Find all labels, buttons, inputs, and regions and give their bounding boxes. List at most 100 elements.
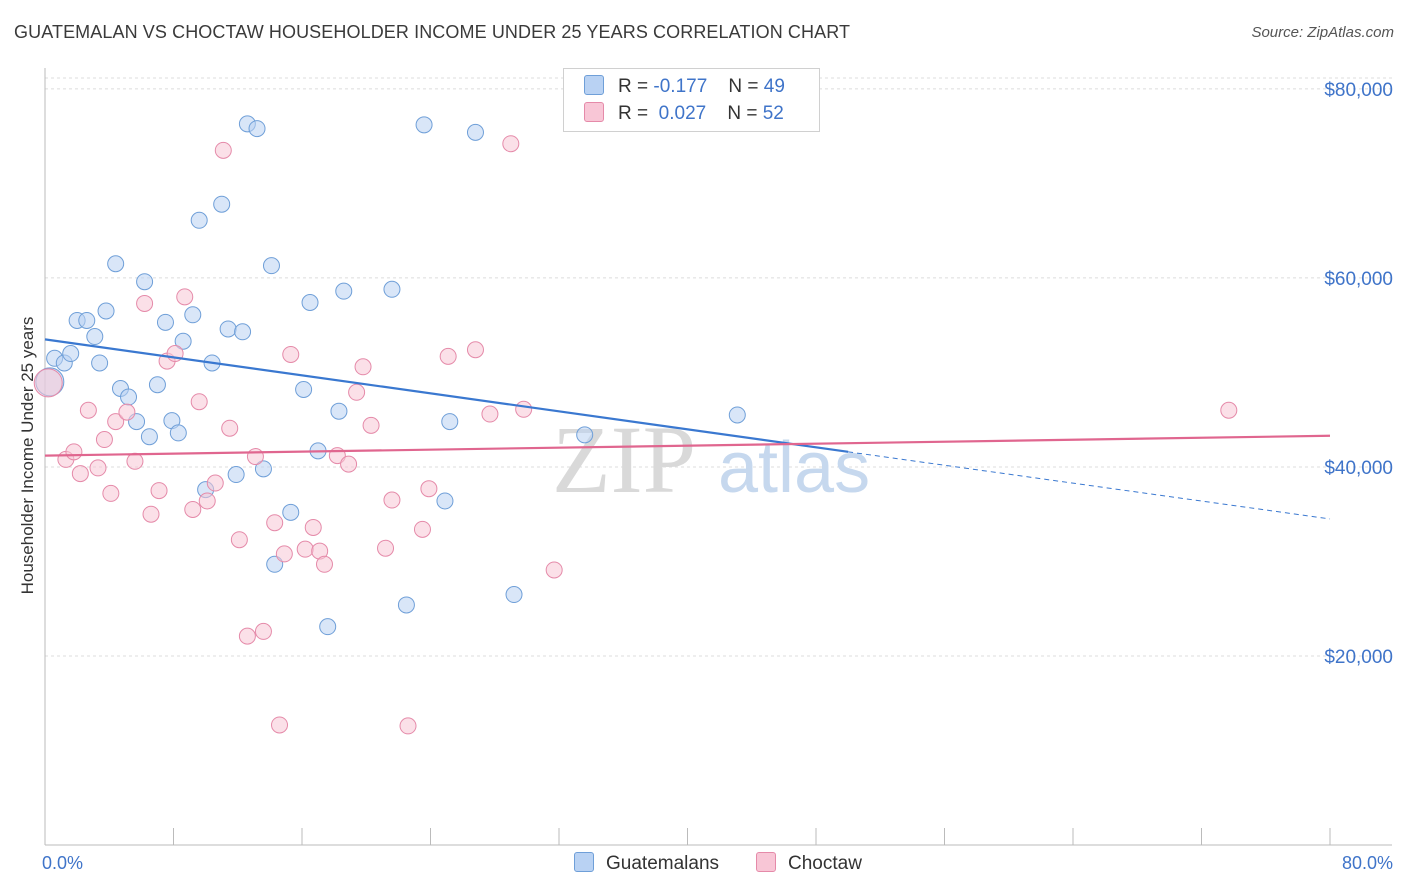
x-tick-label: 0.0%	[42, 853, 83, 873]
choctaw-trend-line	[44, 434, 1331, 457]
guatemalan-point	[91, 354, 109, 372]
choctaw-point	[102, 484, 120, 502]
pink-swatch-icon	[584, 102, 604, 122]
choctaw-point	[118, 403, 136, 421]
guatemalan-point	[184, 306, 202, 324]
choctaw-point	[348, 383, 366, 401]
choctaw-point	[126, 452, 144, 470]
choctaw-point	[184, 500, 202, 518]
pink-swatch-icon	[756, 852, 776, 872]
r-label: R =	[618, 76, 649, 97]
choctaw-point	[271, 716, 289, 734]
guatemalan-point	[107, 255, 125, 273]
choctaw-point	[340, 455, 358, 473]
guatemalan-point	[576, 426, 594, 444]
trend-lines	[44, 338, 1331, 520]
choctaw-point	[399, 717, 417, 735]
guatemalan-point	[436, 492, 454, 510]
choctaw-point	[71, 465, 89, 483]
r-value: 0.027	[658, 103, 707, 124]
guatemalan-point	[62, 345, 80, 363]
n-value: 49	[763, 76, 785, 97]
choctaw-point	[439, 347, 457, 365]
guatemalan-point	[136, 273, 154, 291]
choctaw-point	[198, 492, 216, 510]
watermark-atlas: atlas	[718, 428, 870, 508]
guatemalan-point	[254, 460, 272, 478]
correlation-legend: R = -0.177 N = 49 R = 0.027 N = 52	[563, 68, 820, 132]
choctaw-point	[502, 135, 520, 153]
choctaw-point	[354, 358, 372, 376]
n-label: N =	[728, 76, 759, 97]
choctaw-point	[95, 431, 113, 449]
watermark: ZIP atlas	[552, 406, 870, 513]
guatemalan-point	[140, 428, 158, 446]
choctaw-point	[176, 288, 194, 306]
choctaw-point	[254, 622, 272, 640]
choctaw-point	[206, 474, 224, 492]
choctaw-point	[377, 539, 395, 557]
choctaw-point	[315, 555, 333, 573]
guatemalan-point	[397, 596, 415, 614]
guatemalan-point	[248, 120, 266, 138]
choctaw-point	[515, 400, 533, 418]
choctaw-point	[362, 416, 380, 434]
guatemalan-point	[415, 116, 433, 134]
choctaw-point	[383, 491, 401, 509]
guatemalan-point	[262, 257, 280, 275]
guatemalan-point	[120, 388, 138, 406]
choctaw-point	[65, 443, 83, 461]
legend-label: Choctaw	[788, 853, 862, 874]
guatemalan-trend-line	[44, 338, 849, 453]
choctaw-point	[246, 448, 264, 466]
blue-swatch-icon	[574, 852, 594, 872]
x-tick-label: 80.0%	[1342, 853, 1393, 873]
choctaw-point	[266, 514, 284, 532]
y-tick-label: $40,000	[1324, 458, 1393, 479]
guatemalan-point	[190, 211, 208, 229]
guatemalan-point	[330, 402, 348, 420]
guatemalan-point	[282, 503, 300, 521]
guatemalan-point	[295, 380, 313, 398]
legend-row-guatemalans: R = -0.177 N = 49	[584, 75, 785, 99]
choctaw-point	[150, 482, 168, 500]
legend-row-choctaw: R = 0.027 N = 52	[584, 102, 784, 126]
y-axis-label: Householder Income Under 25 years	[18, 317, 37, 595]
data-points	[33, 115, 1238, 735]
legend-item-choctaw: Choctaw	[756, 852, 862, 875]
choctaw-point	[282, 345, 300, 363]
guatemalan-point	[78, 311, 96, 329]
choctaw-point	[296, 540, 314, 558]
guatemalan-point	[301, 294, 319, 311]
choctaw-point	[142, 505, 160, 523]
guatemalan-point	[148, 376, 166, 394]
choctaw-point	[107, 413, 125, 431]
y-tick-label: $60,000	[1324, 269, 1393, 290]
guatemalan-point	[97, 302, 115, 320]
choctaw-point	[214, 141, 232, 159]
r-label: R =	[618, 103, 649, 124]
tick-labels: $20,000 $40,000 $60,000 $80,000 0.0% 80.0% Hou…	[18, 80, 1393, 873]
guatemalan-point	[505, 586, 523, 604]
source-credit: Source: ZipAtlas.com	[1251, 24, 1394, 41]
guatemalan-point	[319, 618, 337, 636]
choctaw-point	[230, 531, 248, 549]
choctaw-point	[275, 545, 293, 563]
n-label: N =	[727, 103, 758, 124]
blue-swatch-icon	[584, 75, 604, 95]
watermark-zip: ZIP	[552, 406, 696, 513]
choctaw-point	[481, 405, 499, 423]
guatemalan-point	[156, 313, 174, 331]
guatemalan-point	[213, 195, 231, 213]
choctaw-point	[33, 368, 63, 398]
y-tick-label: $80,000	[1324, 80, 1393, 101]
guatemalan-point	[441, 413, 459, 431]
choctaw-point	[89, 459, 107, 477]
choctaw-point	[79, 401, 97, 419]
guatemalan-point	[266, 555, 284, 573]
choctaw-point	[238, 627, 256, 645]
series-legend: Guatemalans Choctaw	[0, 852, 1406, 878]
chart-title: GUATEMALAN VS CHOCTAW HOUSEHOLDER INCOME…	[14, 22, 851, 42]
legend-label: Guatemalans	[606, 853, 720, 874]
